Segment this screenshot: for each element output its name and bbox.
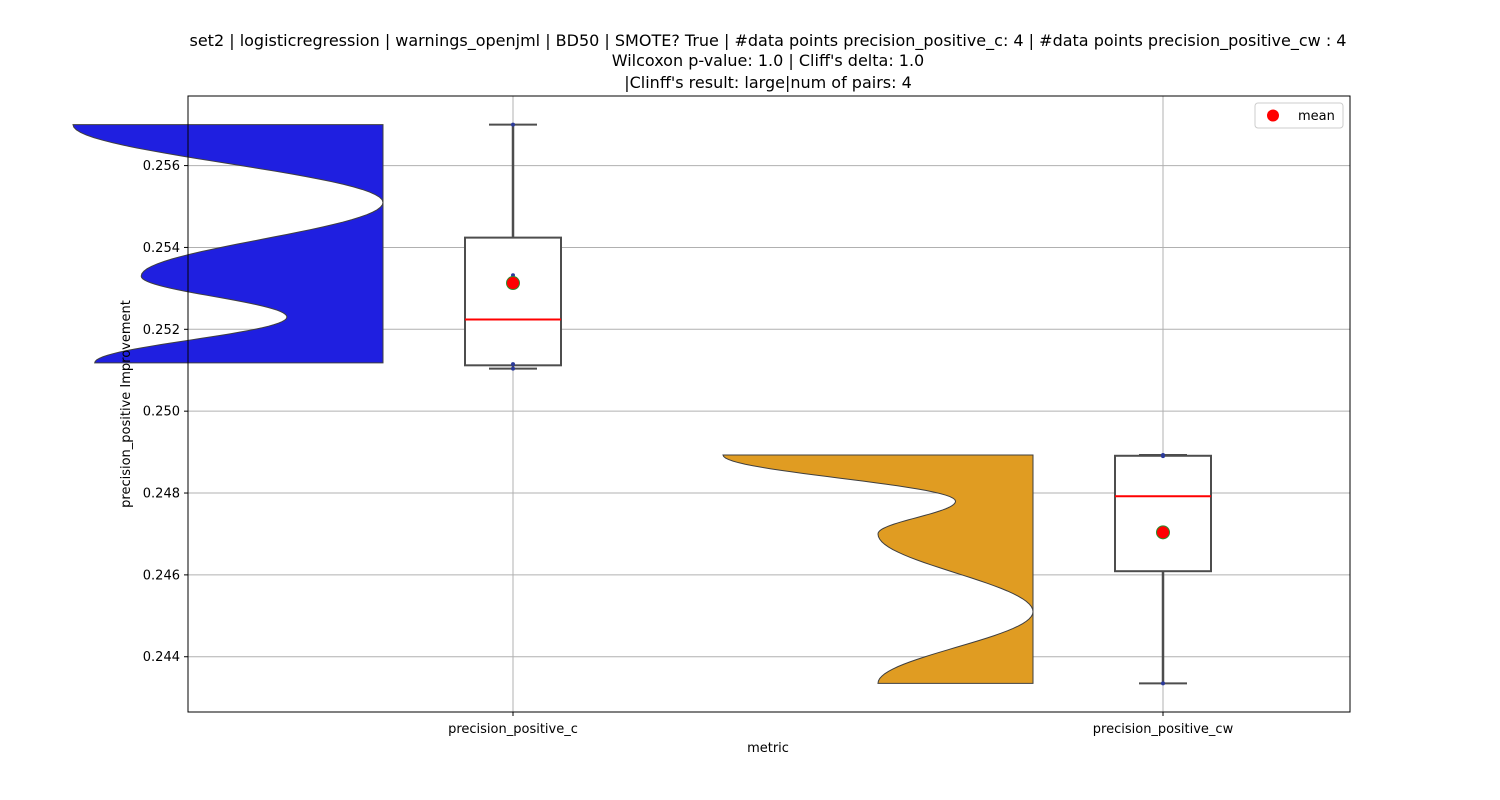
legend-box [1254, 102, 1344, 129]
x-tick-label: precision_positive_c [448, 722, 578, 737]
legend-entry-mean: mean [1298, 109, 1335, 124]
title-line-3: |Clinff's result: large|num of pairs: 4 [624, 73, 912, 92]
y-tick-label: 0.252 [143, 323, 180, 338]
title-line-2: Wilcoxon p-value: 1.0 | Cliff's delta: 1… [612, 51, 924, 70]
boxplot-layer [464, 122, 1212, 686]
y-tick-label: 0.256 [143, 159, 180, 174]
y-tick-label: 0.250 [143, 405, 180, 420]
boxplot-precision_positive_c [464, 122, 562, 371]
box-iqr [1114, 454, 1212, 573]
y-axis: 0.244 0.246 0.248 0.250 0.252 0.254 0.256 [143, 159, 188, 665]
data-point [511, 122, 515, 127]
y-tick-label: 0.246 [143, 568, 180, 583]
data-point [511, 366, 515, 371]
mean-marker [1156, 525, 1170, 540]
data-point [1161, 681, 1165, 686]
boxplot-precision_positive_cw [1114, 452, 1212, 686]
data-point [1161, 452, 1165, 457]
plot-frame [187, 95, 1351, 713]
data-point [511, 362, 515, 367]
y-tick-label: 0.244 [143, 650, 180, 665]
violin-precision_positive_c [72, 124, 384, 364]
x-tick-label: precision_positive_cw [1093, 722, 1234, 737]
violin-precision_positive_cw [722, 454, 1034, 684]
violin-layer [72, 124, 1034, 684]
x-axis-label: metric [747, 741, 789, 756]
box-iqr [464, 236, 562, 367]
legend: mean [1254, 102, 1344, 129]
title-line-1: set2 | logisticregression | warnings_ope… [190, 31, 1347, 51]
x-axis: precision_positive_c precision_positive_c… [448, 712, 1234, 737]
y-tick-label: 0.254 [143, 241, 180, 256]
mean-marker [506, 276, 520, 291]
chart-title: set2 | logisticregression | warnings_ope… [190, 31, 1347, 92]
y-axis-label: precision_positive Improvement [119, 300, 134, 508]
legend-mean-marker [1267, 109, 1279, 122]
y-tick-label: 0.248 [143, 487, 180, 502]
